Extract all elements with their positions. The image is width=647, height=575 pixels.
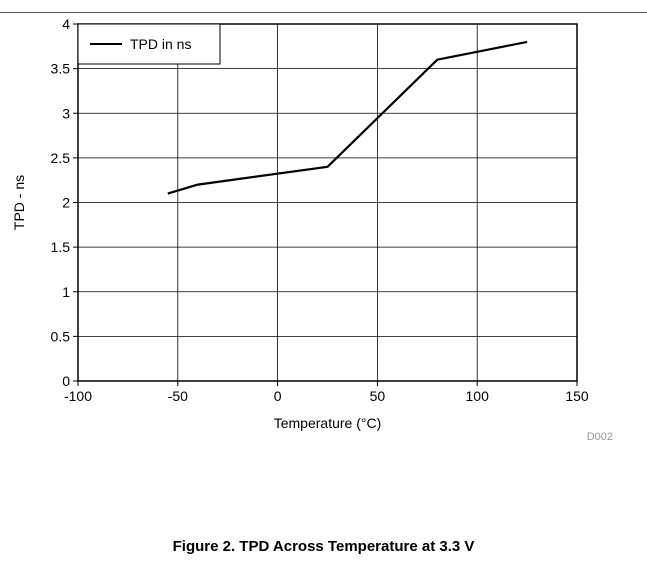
y-tick-label: 1	[62, 284, 70, 300]
x-axis-title: Temperature (°C)	[274, 415, 382, 431]
y-tick-label: 0	[62, 373, 70, 389]
top-rule	[0, 12, 647, 13]
figure-code: D002	[587, 431, 613, 443]
y-axis-ticks: 0 0.5 1 1.5 2 2.5 3 3.5 4	[51, 16, 78, 389]
x-axis-ticks: -100 -50 0 50 100 150	[64, 381, 589, 404]
x-tick-label: -100	[64, 388, 92, 404]
y-tick-label: 3	[62, 105, 70, 121]
x-tick-label: 100	[466, 388, 490, 404]
y-tick-label: 1.5	[51, 239, 71, 255]
figure-caption: Figure 2. TPD Across Temperature at 3.3 …	[172, 538, 475, 555]
y-tick-label: 0.5	[51, 328, 71, 344]
y-tick-label: 2	[62, 195, 70, 211]
series-line-tpd	[167, 40, 528, 195]
grid-lines	[78, 24, 577, 381]
y-axis-title: TPD - ns	[11, 175, 27, 230]
legend: TPD in ns	[77, 23, 221, 65]
x-tick-label: 150	[565, 388, 589, 404]
x-tick-label: -50	[168, 388, 188, 404]
y-tick-label: 2.5	[51, 150, 71, 166]
x-tick-label: 0	[274, 388, 282, 404]
x-tick-label: 50	[370, 388, 386, 404]
series-layer	[167, 40, 528, 195]
tpd-temperature-chart: -100 -50 0 50 100 150 0 0.5 1 1.5 2 2.5 3 3.5 4 TPD i…	[11, 16, 613, 443]
y-tick-label: 4	[62, 16, 70, 32]
y-tick-label: 3.5	[51, 61, 71, 77]
legend-label: TPD in ns	[130, 36, 191, 52]
